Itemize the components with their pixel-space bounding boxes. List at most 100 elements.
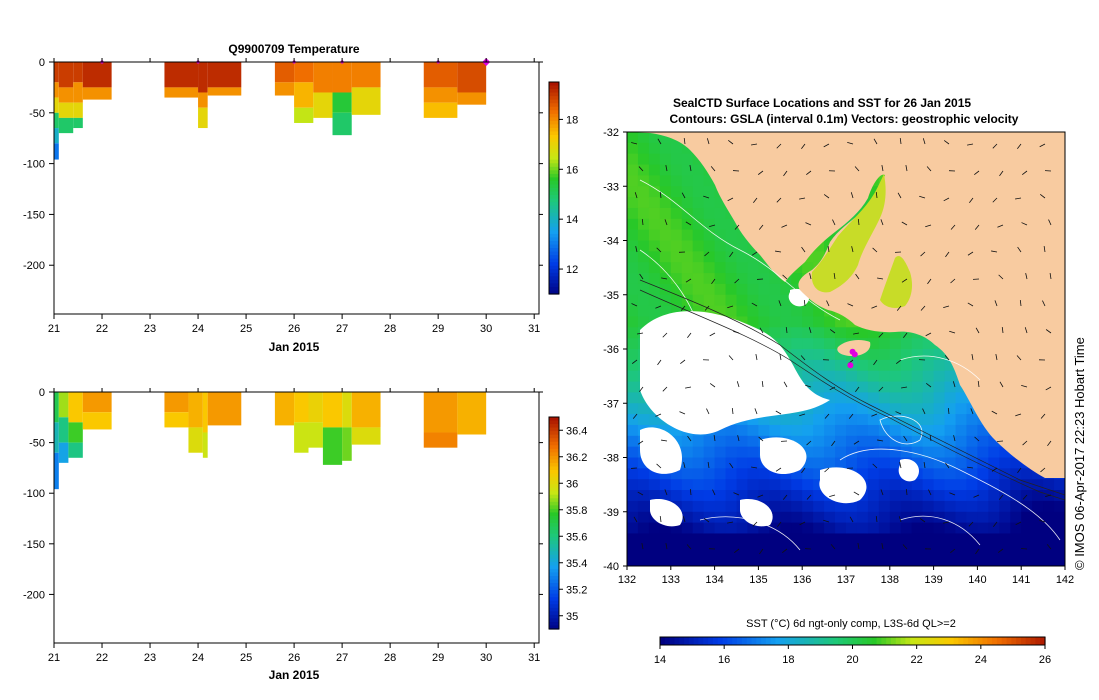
velocity-vector: [662, 332, 668, 338]
sst-cell: [714, 468, 727, 480]
velocity-vector: [949, 330, 956, 334]
sst-cell: [681, 142, 694, 155]
velocity-vector: [679, 411, 686, 415]
sst-cell: [922, 424, 935, 437]
velocity-vector: [944, 355, 950, 361]
sst-cell: [714, 283, 727, 296]
velocity-vector: [925, 383, 932, 388]
colorbar-swatch: [549, 85, 559, 90]
velocity-vector: [877, 277, 884, 280]
sst-cell: [758, 273, 770, 285]
profile-cell: [164, 87, 199, 98]
profile-cell: [351, 427, 381, 445]
sst-cell: [867, 468, 880, 480]
sst-cell: [900, 490, 913, 502]
sst-cell: [944, 544, 956, 556]
colorbar-swatch: [549, 237, 559, 242]
sst-cell: [824, 555, 836, 566]
sst-cell: [835, 338, 847, 350]
colorbar-swatch: [549, 110, 559, 115]
velocity-vector: [920, 251, 926, 257]
colorbar-tick-label: 12: [566, 264, 578, 276]
sst-cell: [725, 457, 737, 469]
sst-colorbar-swatch: [703, 637, 709, 645]
sst-cell: [824, 403, 836, 415]
sst-cell: [725, 305, 737, 317]
velocity-vector: [731, 407, 734, 415]
velocity-vector: [806, 440, 812, 446]
sst-cell: [648, 468, 661, 480]
sst-cell: [758, 490, 770, 502]
velocity-vector: [758, 224, 764, 230]
sst-cell: [911, 522, 924, 534]
sst-cell: [988, 555, 1000, 566]
velocity-vector: [903, 332, 908, 339]
sst-cell: [856, 414, 869, 426]
profile-cell: [58, 392, 69, 418]
sst-cell: [889, 435, 902, 448]
velocity-vector: [631, 359, 638, 364]
sst-cell: [769, 490, 781, 502]
sst-map-panel: SealCTD Surface Locations and SST for 26…: [603, 96, 1087, 666]
sst-colorbar-swatch: [727, 637, 733, 645]
sst-colorbar-swatch: [847, 637, 854, 645]
velocity-vector: [683, 462, 686, 469]
sst-cell: [747, 446, 759, 458]
profile-cell: [457, 92, 487, 105]
sst-cell: [725, 294, 737, 307]
sst-cell: [736, 468, 748, 480]
sst-cell: [780, 479, 792, 491]
velocity-vector: [974, 170, 980, 176]
velocity-vector: [800, 355, 806, 361]
profile-cell: [54, 62, 59, 83]
sst-cell: [911, 500, 924, 513]
salinity-y-ticks: 0 -50 -100 -150 -200: [23, 387, 543, 601]
sst-cell: [835, 381, 847, 393]
sst-colorbar-swatch: [693, 637, 700, 645]
velocity-vector: [703, 518, 710, 523]
sst-cell: [889, 533, 902, 545]
profile-cell: [68, 422, 83, 443]
sst-cell: [889, 414, 902, 426]
velocity-vector: [899, 137, 902, 145]
sst-colorbar-swatch: [929, 637, 935, 645]
sst-cell: [802, 327, 814, 339]
sst-cell: [944, 370, 956, 383]
sst-colorbar-tick-label: 14: [654, 654, 666, 666]
colorbar-swatch: [549, 554, 559, 559]
velocity-vector: [751, 251, 758, 256]
velocity-vector: [855, 273, 860, 280]
sst-cell: [1010, 490, 1022, 502]
colorbar-swatch: [549, 519, 559, 524]
sst-cell: [835, 555, 847, 566]
map-y-tick-label: -35: [603, 290, 619, 302]
velocity-vector: [922, 138, 926, 145]
velocity-vector: [1039, 143, 1046, 148]
x-tick-label: 28: [384, 652, 396, 664]
colorbar-swatch: [549, 145, 559, 150]
sst-cell: [889, 392, 902, 404]
sst-cell: [637, 262, 650, 274]
sst-cell: [977, 435, 989, 448]
sst-cell: [714, 294, 727, 307]
velocity-vector: [970, 408, 974, 415]
colorbar-swatch: [549, 434, 559, 439]
sst-cell: [856, 522, 869, 534]
sst-cell: [867, 327, 880, 339]
velocity-vector: [901, 386, 908, 389]
sst-cell: [714, 522, 727, 534]
sst-cell: [911, 349, 924, 361]
sst-cell: [966, 522, 978, 534]
sst-cell: [648, 479, 661, 491]
velocity-vector: [785, 326, 788, 334]
sst-cell: [736, 305, 748, 317]
sst-cell: [878, 338, 891, 350]
sst-cell: [725, 446, 737, 458]
sst-cell: [670, 522, 683, 534]
sst-cell: [681, 283, 694, 296]
sst-cell: [1010, 544, 1022, 556]
sst-cell: [747, 316, 759, 328]
sst-cell: [813, 468, 825, 480]
velocity-vector: [727, 305, 734, 309]
salinity-plot-frame: [53, 391, 540, 644]
